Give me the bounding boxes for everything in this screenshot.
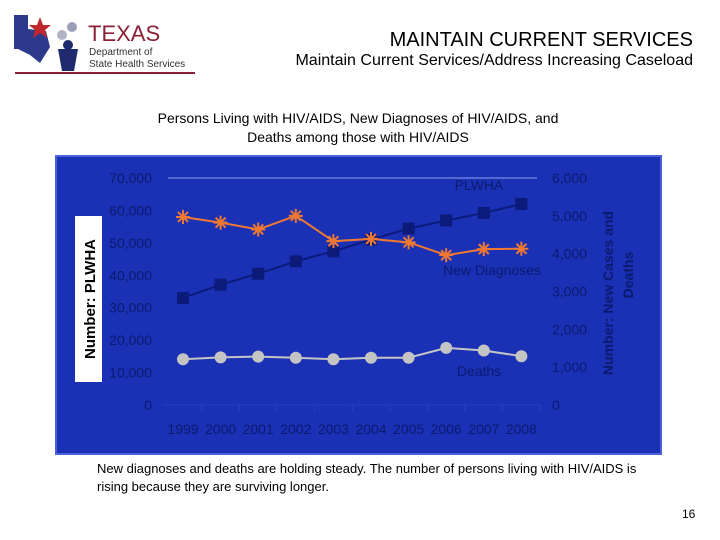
x-tick-label: 2004 <box>355 421 386 437</box>
chart-title-line1: Persons Living with HIV/AIDS, New Diagno… <box>157 110 559 126</box>
new-diagnoses-point <box>326 234 341 249</box>
texas-shape-icon <box>14 15 50 63</box>
right-axis-title-line2: Deaths <box>620 251 636 298</box>
logo-rule <box>15 72 195 74</box>
x-tick-label: 2008 <box>506 421 537 437</box>
logo-line1: Department of <box>89 47 153 58</box>
plwha-point <box>177 291 189 304</box>
deaths-point <box>440 341 453 354</box>
right-y-tick-label: 1,000 <box>552 359 587 375</box>
line-chart: 1999 2000 2001 2002 2003 2004 2005 2006 2007 2008… <box>55 155 662 455</box>
deaths-point <box>327 353 340 366</box>
plwha-label: PLWHA <box>455 177 504 193</box>
new-diagnoses-point <box>401 235 416 250</box>
plwha-point <box>327 245 340 258</box>
deaths-line <box>182 346 522 361</box>
deaths-point <box>477 344 490 357</box>
deaths-point <box>252 350 265 363</box>
plwha-point <box>402 222 415 235</box>
deaths-point <box>515 350 528 363</box>
deaths-point <box>177 353 189 366</box>
deaths-label: Deaths <box>457 363 501 379</box>
new-diagnoses-point <box>514 241 529 256</box>
right-y-tick-label: 6,000 <box>552 170 587 186</box>
x-tick-label: 2003 <box>318 421 349 437</box>
right-y-tick-label: 2,000 <box>552 321 587 337</box>
left-y-tick-label: 0 <box>144 397 152 413</box>
new-diagnoses-point <box>213 215 228 230</box>
right-y-tick-label: 0 <box>552 397 560 413</box>
right-y-tick-label: 3,000 <box>552 284 587 300</box>
new-diagnoses-point <box>251 222 266 237</box>
right-y-tick-label: 4,000 <box>552 246 587 262</box>
page-number: 16 <box>682 507 696 521</box>
slide-subtitle: Maintain Current Services/Address Increa… <box>295 52 693 69</box>
left-y-tick-label: 70,000 <box>109 170 152 186</box>
deaths-point <box>365 351 377 364</box>
new-diagnoses-point <box>439 248 454 263</box>
deaths-point <box>402 351 415 364</box>
plwha-point <box>477 207 490 220</box>
logo-name: TEXAS <box>88 21 160 46</box>
people-icon <box>58 49 78 71</box>
left-y-tick-label: 40,000 <box>109 267 152 283</box>
new-diagnoses-point <box>288 208 303 223</box>
plwha-point <box>440 214 453 227</box>
plwha-line <box>182 202 522 299</box>
x-tick-label: 1999 <box>167 421 198 437</box>
logo-line2: State Health Services <box>89 59 185 70</box>
deaths-point <box>289 351 302 364</box>
chart-background <box>55 155 662 455</box>
texas-dshs-logo: TEXAS Department of State Health Service… <box>14 15 195 74</box>
new-diagnoses-point <box>476 242 491 257</box>
new-diagnoses-label: New Diagnoses <box>443 262 541 278</box>
new-diagnoses-line <box>182 214 522 257</box>
x-tick-label: 2001 <box>243 421 274 437</box>
right-y-tick-label: 5,000 <box>552 208 587 224</box>
left-y-tick-label: 30,000 <box>109 300 152 316</box>
x-tick-label: 2006 <box>431 421 462 437</box>
x-tick-label: 2007 <box>468 421 499 437</box>
left-y-tick-label: 60,000 <box>109 202 152 218</box>
chart-title: Persons Living with HIV/AIDS, New Diagno… <box>80 109 636 147</box>
plwha-point <box>289 255 302 268</box>
plwha-point <box>515 197 528 210</box>
left-y-tick-label: 10,000 <box>109 365 152 381</box>
left-axis-title: Number: PLWHA <box>82 239 99 359</box>
deaths-point <box>214 351 227 364</box>
left-y-tick-label: 20,000 <box>109 332 152 348</box>
plwha-point <box>252 267 265 280</box>
new-diagnoses-point <box>364 231 378 246</box>
caption: New diagnoses and deaths are holding ste… <box>97 461 637 494</box>
x-tick-label: 2000 <box>205 421 236 437</box>
chart-title-line2: Deaths among those with HIV/AIDS <box>247 129 469 145</box>
star-icon <box>29 17 51 38</box>
x-tick-label: 2002 <box>280 421 311 437</box>
plwha-point <box>214 278 227 291</box>
new-diagnoses-point <box>176 209 190 224</box>
slide-title: MAINTAIN CURRENT SERVICES <box>389 29 693 51</box>
right-axis-title-line1: Number: New Cases and <box>600 211 616 375</box>
x-tick-label: 2005 <box>393 421 424 437</box>
left-y-tick-label: 50,000 <box>109 235 152 251</box>
left-axis-title-box <box>75 216 102 382</box>
